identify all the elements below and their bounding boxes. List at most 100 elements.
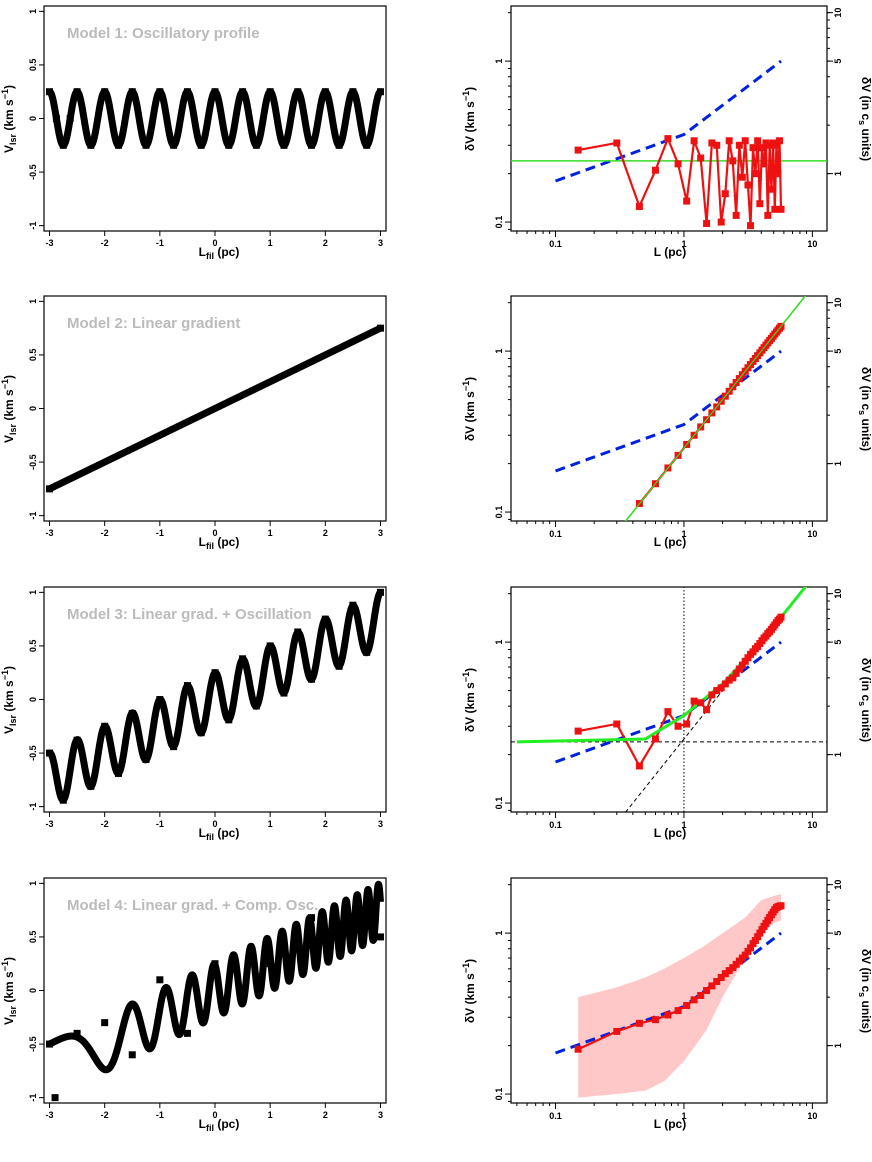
structure-function-point bbox=[741, 137, 749, 145]
velocity-point bbox=[239, 655, 247, 663]
x-tick-label: -3 bbox=[46, 819, 54, 829]
x-tick-label: -3 bbox=[46, 528, 54, 538]
velocity-point bbox=[280, 141, 288, 149]
panel-model2-velocity: Model 2: Linear gradient Lfil (pc) Vlsr … bbox=[0, 295, 387, 551]
structure-function-point bbox=[738, 173, 746, 181]
structure-function-point bbox=[651, 166, 659, 174]
velocity-point bbox=[294, 628, 302, 636]
reference-dashed-line bbox=[555, 59, 782, 183]
x-tick-label: -1 bbox=[156, 819, 164, 829]
velocity-point bbox=[101, 722, 109, 730]
plot-frame bbox=[510, 586, 828, 813]
structure-function-point bbox=[635, 202, 643, 210]
structure-function-point bbox=[703, 219, 711, 227]
y-tick-label: -1 bbox=[28, 512, 38, 520]
x-tick-label: 3 bbox=[378, 819, 383, 829]
structure-function-point bbox=[738, 661, 746, 669]
y-axis-label: δV (km s−1) bbox=[461, 959, 477, 1023]
reference-dashed-line bbox=[555, 349, 782, 473]
velocity-point bbox=[87, 141, 95, 149]
x-tick-label: 10 bbox=[807, 1111, 817, 1121]
velocity-point bbox=[349, 88, 357, 96]
x-tick-label: 3 bbox=[378, 238, 383, 248]
structure-function-point bbox=[735, 665, 743, 673]
x-tick-label: 2 bbox=[323, 1110, 328, 1120]
velocity-point bbox=[46, 485, 54, 493]
velocity-point bbox=[211, 960, 219, 968]
structure-function-point bbox=[776, 137, 784, 145]
structure-function-point bbox=[690, 697, 698, 705]
velocity-point bbox=[73, 736, 81, 744]
x-tick-label: 0.1 bbox=[549, 529, 562, 539]
structure-function-point bbox=[747, 222, 755, 230]
y-tick-label: 0.5 bbox=[28, 349, 38, 362]
fit-curve bbox=[516, 587, 808, 744]
structure-function-point bbox=[777, 902, 785, 910]
velocity-point bbox=[156, 88, 164, 96]
velocity-point bbox=[363, 141, 371, 149]
x-axis-label: Lfil (pc) bbox=[199, 245, 240, 261]
velocity-point bbox=[183, 88, 191, 96]
panel-title: Model 3: Linear grad. + Oscillation bbox=[67, 606, 312, 623]
plot-frame bbox=[510, 295, 828, 522]
x-axis-label: L (pc) bbox=[654, 826, 686, 840]
x-tick-label: -2 bbox=[101, 528, 109, 538]
structure-function-point bbox=[756, 200, 764, 208]
panel-title: Model 2: Linear gradient bbox=[67, 315, 240, 332]
structure-function-point bbox=[751, 936, 759, 944]
structure-function-point bbox=[741, 657, 749, 665]
y-axis-label: δV (km s−1) bbox=[461, 668, 477, 732]
structure-function-point bbox=[754, 933, 762, 941]
velocity-point bbox=[294, 88, 302, 96]
velocity-point bbox=[376, 88, 384, 96]
structure-function-point bbox=[713, 141, 721, 149]
velocity-point bbox=[101, 88, 109, 96]
velocity-curve bbox=[46, 588, 384, 804]
velocity-point bbox=[252, 141, 260, 149]
y-tick-label: 1 bbox=[494, 349, 504, 354]
x-axis-label: Lfil (pc) bbox=[199, 535, 240, 551]
velocity-point bbox=[73, 88, 81, 96]
x-axis-label: L (pc) bbox=[654, 1117, 686, 1131]
x-tick-label: 0 bbox=[212, 528, 217, 538]
structure-function-point bbox=[697, 154, 705, 162]
velocity-point bbox=[225, 141, 233, 149]
x-tick-label: -1 bbox=[156, 238, 164, 248]
velocity-point bbox=[114, 141, 122, 149]
panel-title: Model 4: Linear grad. + Comp. Osc. bbox=[67, 897, 318, 914]
x-axis-label: Lfil (pc) bbox=[199, 1117, 240, 1133]
structure-function-point bbox=[717, 218, 725, 226]
structure-function-point bbox=[777, 205, 785, 213]
y-tick-label: 0 bbox=[28, 988, 38, 993]
structure-function-point bbox=[717, 684, 725, 692]
velocity-point bbox=[349, 933, 357, 941]
velocity-point bbox=[252, 702, 260, 710]
y-tick-label: -0.5 bbox=[28, 164, 38, 180]
velocity-point bbox=[363, 648, 371, 656]
fit-line-overlay bbox=[624, 296, 807, 521]
velocity-point bbox=[308, 141, 316, 149]
y-axis-label: δV (km s−1) bbox=[461, 87, 477, 151]
x-tick-label: -1 bbox=[156, 1110, 164, 1120]
panel-model3-structure-function: L (pc) δV (km s−1) δV (in cs units) 0.1 1… bbox=[461, 586, 872, 840]
structure-function-point bbox=[713, 978, 721, 986]
structure-function-point bbox=[613, 139, 621, 147]
x-tick-label: 1 bbox=[681, 239, 686, 249]
velocity-point bbox=[59, 141, 67, 149]
right-tick-label: 10 bbox=[833, 298, 843, 308]
structure-function-point bbox=[708, 139, 716, 147]
y-tick-label: 0.1 bbox=[494, 797, 504, 810]
structure-function-point bbox=[708, 982, 716, 990]
velocity-point bbox=[266, 88, 274, 96]
y-tick-label: 0.5 bbox=[28, 59, 38, 72]
structure-function-point bbox=[729, 674, 737, 682]
structure-function-point bbox=[651, 735, 659, 743]
velocity-point bbox=[197, 141, 205, 149]
velocity-point bbox=[376, 933, 384, 941]
structure-function-point bbox=[771, 205, 779, 213]
plot-frame bbox=[510, 5, 828, 232]
right-axis-label: δV (in cs units) bbox=[857, 77, 872, 161]
right-tick-label: 1 bbox=[833, 171, 843, 176]
velocity-point bbox=[156, 976, 164, 984]
